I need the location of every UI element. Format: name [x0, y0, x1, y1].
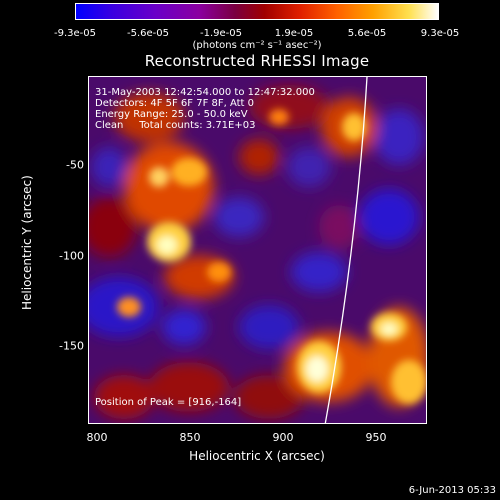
y-axis-label: Heliocentric Y (arcsec)	[20, 175, 34, 310]
info-energy: Energy Range: 25.0 - 50.0 keV	[95, 109, 248, 120]
image-title: Reconstructed RHESSI Image	[144, 52, 370, 70]
x-axis-label: Heliocentric X (arcsec)	[189, 449, 325, 463]
y-tick: -50	[66, 158, 84, 172]
y-tick: -100	[59, 249, 84, 263]
rhessi-image: 31-May-2003 12:42:54.000 to 12:47:32.000…	[88, 76, 427, 424]
colorbar-tick: -1.9e-05	[200, 28, 242, 39]
info-time: 31-May-2003 12:42:54.000 to 12:47:32.000	[95, 87, 315, 98]
colorbar-tick: 5.6e-05	[347, 28, 387, 39]
colorbar-tick: -5.6e-05	[127, 28, 169, 39]
info-detectors: Detectors: 4F 5F 6F 7F 8F, Att 0	[95, 98, 255, 109]
solar-limb-line	[324, 77, 368, 423]
colorbar-tick: -9.3e-05	[54, 28, 96, 39]
colorbar-units: (photons cm⁻² s⁻¹ asec⁻²)	[192, 40, 322, 51]
colorbar-tick: 9.3e-05	[420, 28, 460, 39]
intensity-map	[89, 77, 426, 423]
info-peak: Position of Peak = [916,-164]	[95, 397, 242, 408]
info-clean: Clean Total counts: 3.71E+03	[95, 120, 256, 131]
x-tick: 900	[272, 431, 294, 444]
x-tick: 800	[86, 431, 108, 444]
x-tick: 950	[365, 431, 387, 444]
timestamp: 6-Jun-2013 05:33	[408, 485, 496, 496]
y-tick: -150	[59, 339, 84, 353]
colorbar	[75, 3, 439, 20]
colorbar-tick: 1.9e-05	[274, 28, 314, 39]
x-tick: 850	[179, 431, 201, 444]
